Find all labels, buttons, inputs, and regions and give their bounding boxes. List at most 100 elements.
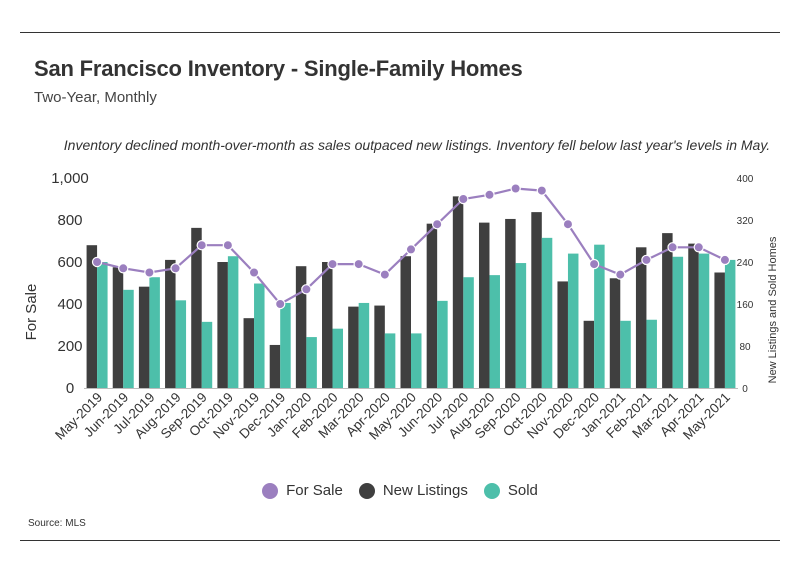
chart-annotation: Inventory declined month-over-month as s… bbox=[63, 137, 771, 153]
point-for-sale bbox=[484, 189, 495, 200]
bar-new-listings bbox=[322, 262, 333, 388]
bar-new-listings bbox=[112, 267, 124, 388]
bar-new-listings bbox=[217, 262, 228, 388]
bar-sold bbox=[567, 253, 579, 388]
chart-subtitle: Two-Year, Monthly bbox=[34, 89, 157, 106]
point-for-sale bbox=[431, 218, 443, 230]
bar-new-listings bbox=[165, 259, 176, 388]
legend: For Sale New Listings Sold bbox=[0, 482, 800, 499]
y-left-tick-label: 1,000 bbox=[51, 170, 89, 187]
bar-new-listings bbox=[400, 256, 411, 388]
bar-sold bbox=[620, 320, 631, 388]
bar-sold bbox=[541, 237, 553, 388]
bar-new-listings bbox=[609, 278, 621, 388]
point-for-sale bbox=[170, 263, 181, 274]
bar-sold bbox=[411, 333, 422, 388]
bar-sold bbox=[463, 277, 474, 388]
bar-new-listings bbox=[426, 223, 438, 388]
bar-new-listings bbox=[243, 318, 255, 388]
point-for-sale bbox=[275, 298, 286, 310]
y-left-axis-title: For Sale bbox=[23, 284, 40, 341]
bar-sold bbox=[594, 244, 605, 388]
legend-label-for-sale: For Sale bbox=[286, 482, 343, 499]
point-for-sale bbox=[562, 218, 574, 230]
y-left-tick-label: 0 bbox=[66, 380, 74, 397]
point-for-sale bbox=[615, 269, 626, 280]
y-left-tick-label: 200 bbox=[57, 338, 82, 355]
bar-new-listings bbox=[478, 222, 490, 388]
bar-sold bbox=[306, 337, 317, 388]
point-for-sale bbox=[641, 254, 652, 266]
point-for-sale bbox=[301, 284, 312, 295]
legend-item-for-sale: For Sale bbox=[262, 482, 343, 499]
bar-sold bbox=[698, 253, 710, 388]
point-for-sale bbox=[196, 239, 207, 251]
legend-label-sold: Sold bbox=[507, 482, 538, 499]
bar-sold bbox=[175, 300, 187, 388]
bar-new-listings bbox=[662, 233, 673, 388]
bar-sold bbox=[332, 328, 344, 388]
bar-new-listings bbox=[557, 281, 568, 388]
bar-sold bbox=[384, 333, 396, 388]
bar-new-listings bbox=[505, 218, 516, 388]
y-right-tick-label: 80 bbox=[739, 342, 751, 353]
y-right-tick-label: 160 bbox=[737, 300, 754, 311]
legend-item-new-listings: New Listings bbox=[358, 482, 468, 499]
y-left-tick-label: 800 bbox=[57, 212, 82, 229]
legend-item-sold: Sold bbox=[483, 482, 538, 499]
bar-sold bbox=[437, 300, 448, 388]
bar-new-listings bbox=[138, 286, 150, 388]
point-for-sale bbox=[693, 242, 704, 253]
legend-label-new-listings: New Listings bbox=[382, 482, 468, 499]
point-for-sale bbox=[536, 185, 548, 196]
bar-sold bbox=[646, 319, 657, 388]
y-right-tick-label: 240 bbox=[737, 258, 754, 269]
bar-new-listings bbox=[452, 196, 464, 388]
y-right-tick-label: 320 bbox=[737, 216, 754, 227]
bar-sold bbox=[254, 283, 265, 388]
y-right-tick-label: 400 bbox=[737, 174, 754, 185]
point-for-sale bbox=[248, 267, 260, 278]
bar-new-listings bbox=[86, 245, 98, 388]
bar-sold bbox=[123, 289, 134, 388]
bar-new-listings bbox=[583, 320, 595, 388]
bottom-rule bbox=[20, 540, 780, 541]
point-for-sale bbox=[91, 256, 103, 268]
legend-swatch-for-sale bbox=[262, 482, 279, 499]
y-right-tick-label: 0 bbox=[742, 384, 748, 395]
point-for-sale bbox=[510, 183, 521, 194]
point-for-sale bbox=[222, 239, 234, 251]
point-for-sale bbox=[588, 258, 600, 270]
bar-sold bbox=[672, 256, 684, 388]
legend-swatch-new-listings bbox=[358, 482, 375, 499]
point-for-sale bbox=[327, 258, 338, 270]
source-note: Source: MLS bbox=[28, 518, 86, 529]
bar-sold bbox=[489, 275, 500, 388]
point-for-sale bbox=[353, 258, 364, 270]
bar-sold bbox=[515, 263, 527, 388]
point-for-sale bbox=[719, 254, 731, 266]
point-for-sale bbox=[118, 263, 129, 274]
bar-sold bbox=[280, 302, 291, 388]
bar-sold bbox=[149, 277, 160, 388]
bar-sold bbox=[724, 259, 736, 388]
top-rule bbox=[20, 32, 780, 33]
bar-new-listings bbox=[531, 212, 542, 388]
bar-sold bbox=[97, 262, 108, 388]
point-for-sale bbox=[379, 269, 391, 280]
bar-new-listings bbox=[348, 306, 359, 388]
legend-swatch-sold bbox=[483, 482, 500, 499]
bar-new-listings bbox=[295, 266, 307, 388]
bar-new-listings bbox=[191, 227, 202, 388]
y-right-axis-title: New Listings and Sold Homes bbox=[767, 236, 779, 383]
point-for-sale bbox=[144, 267, 155, 278]
point-for-sale bbox=[458, 193, 469, 205]
bar-new-listings bbox=[714, 272, 725, 388]
chart-title: San Francisco Inventory - Single-Family … bbox=[34, 56, 523, 81]
bar-sold bbox=[201, 321, 213, 388]
bar-new-listings bbox=[635, 247, 647, 388]
bar-new-listings bbox=[688, 243, 699, 388]
point-for-sale bbox=[667, 242, 678, 253]
bar-new-listings bbox=[374, 305, 385, 388]
